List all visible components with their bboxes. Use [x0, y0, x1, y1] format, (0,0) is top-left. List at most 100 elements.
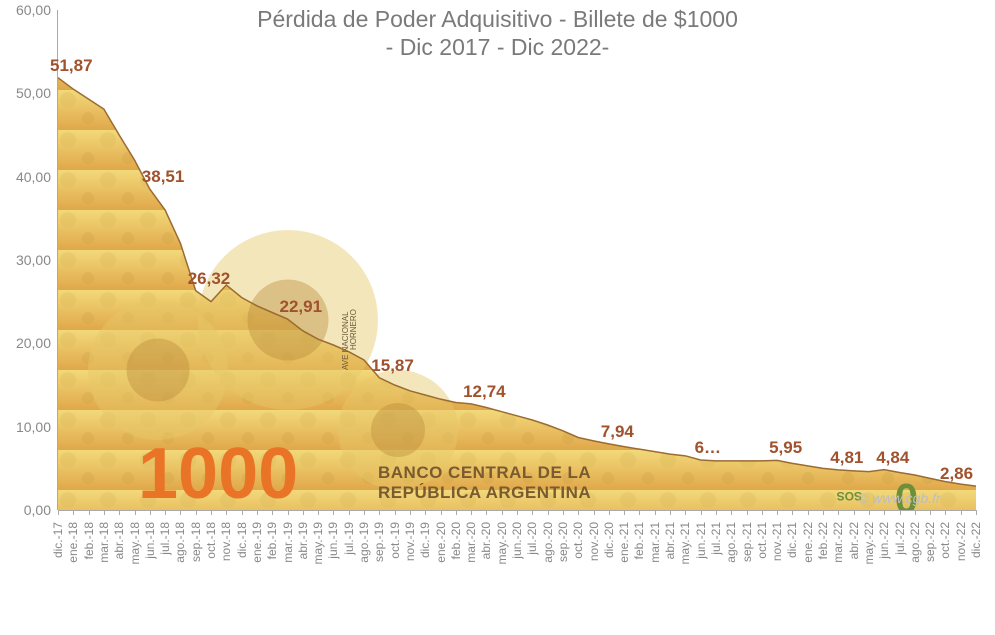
x-tick-label: dic.-22 [969, 522, 983, 558]
x-tick-mark [624, 510, 625, 515]
x-tick-mark [410, 510, 411, 515]
y-axis: 0,0010,0020,0030,0040,0050,0060,00 [0, 10, 55, 510]
x-tick-label: jul.-20 [525, 522, 539, 555]
y-tick-label: 50,00 [16, 85, 51, 101]
x-tick-mark [303, 510, 304, 515]
x-tick-label: dic.-21 [785, 522, 799, 558]
x-tick-mark [869, 510, 870, 515]
data-label: 2,86 [940, 464, 973, 484]
x-tick-label: feb.-22 [816, 522, 830, 559]
data-label: 51,87 [50, 56, 93, 76]
y-axis-line [57, 10, 58, 510]
data-label: 38,51 [142, 167, 185, 187]
data-label: 4,81 [830, 448, 863, 468]
x-tick-mark [884, 510, 885, 515]
x-axis: dic.-17ene.-18feb.-18mar.-18abr.-18may.-… [58, 514, 976, 634]
x-tick-mark [532, 510, 533, 515]
x-tick-mark [226, 510, 227, 515]
x-tick-mark [594, 510, 595, 515]
x-tick-label: ago.-22 [908, 522, 922, 563]
x-tick-mark [441, 510, 442, 515]
data-label: 5,95 [769, 438, 802, 458]
x-tick-mark [838, 510, 839, 515]
x-tick-mark [639, 510, 640, 515]
x-tick-mark [242, 510, 243, 515]
x-tick-label: sep.-18 [189, 522, 203, 562]
x-tick-mark [395, 510, 396, 515]
x-tick-mark [333, 510, 334, 515]
x-tick-mark [548, 510, 549, 515]
x-tick-mark [517, 510, 518, 515]
x-tick-label: jun.-19 [326, 522, 340, 559]
y-tick-label: 60,00 [16, 2, 51, 18]
data-label: 4,84 [876, 448, 909, 468]
x-tick-label: may.-19 [311, 522, 325, 564]
x-tick-label: jul.-21 [709, 522, 723, 555]
x-tick-label: oct.-18 [204, 522, 218, 559]
x-tick-mark [471, 510, 472, 515]
x-tick-mark [288, 510, 289, 515]
x-tick-mark [364, 510, 365, 515]
x-tick-label: jul.-18 [158, 522, 172, 555]
x-tick-mark [747, 510, 748, 515]
x-tick-label: mar.-21 [648, 522, 662, 563]
y-tick-label: 40,00 [16, 169, 51, 185]
x-tick-label: mar.-18 [97, 522, 111, 563]
banknote-vertical-text2: HORNERO [349, 309, 358, 350]
x-tick-mark [900, 510, 901, 515]
x-tick-mark [670, 510, 671, 515]
x-tick-mark [486, 510, 487, 515]
x-tick-label: abr.-20 [479, 522, 493, 559]
x-tick-label: may.-21 [678, 522, 692, 564]
x-tick-label: abr.-21 [663, 522, 677, 559]
x-tick-mark [823, 510, 824, 515]
y-tick-label: 30,00 [16, 252, 51, 268]
x-tick-label: may.-20 [495, 522, 509, 564]
data-label: 6… [695, 438, 721, 458]
plot-area: 1000BANCO CENTRAL DE LAREPÚBLICA ARGENTI… [58, 10, 976, 510]
data-label: 7,94 [601, 422, 634, 442]
x-tick-label: mar.-22 [831, 522, 845, 563]
x-tick-label: nov.-19 [403, 522, 417, 561]
x-tick-label: sep.-22 [923, 522, 937, 562]
x-tick-label: dic.-18 [235, 522, 249, 558]
x-tick-mark [792, 510, 793, 515]
x-tick-label: ago.-19 [357, 522, 371, 563]
x-tick-mark [425, 510, 426, 515]
x-tick-mark [716, 510, 717, 515]
x-tick-label: jul.-19 [342, 522, 356, 555]
x-tick-mark [196, 510, 197, 515]
x-tick-mark [456, 510, 457, 515]
x-tick-mark [930, 510, 931, 515]
x-tick-label: jul.-22 [893, 522, 907, 555]
x-tick-mark [701, 510, 702, 515]
area-chart-svg: 1000BANCO CENTRAL DE LAREPÚBLICA ARGENTI… [58, 10, 976, 510]
x-tick-label: mar.-19 [281, 522, 295, 563]
x-tick-label: oct.-21 [755, 522, 769, 559]
banknote-bank-line1: BANCO CENTRAL DE LA [378, 463, 591, 482]
x-tick-mark [945, 510, 946, 515]
x-tick-mark [762, 510, 763, 515]
data-label: 12,74 [463, 382, 506, 402]
x-tick-mark [211, 510, 212, 515]
x-tick-mark [318, 510, 319, 515]
chart-container: Pérdida de Poder Adquisitivo - Billete d… [0, 0, 995, 635]
x-tick-mark [961, 510, 962, 515]
x-tick-label: jun.-18 [143, 522, 157, 559]
x-tick-label: abr.-22 [847, 522, 861, 559]
x-tick-label: jun.-21 [694, 522, 708, 559]
x-tick-mark [915, 510, 916, 515]
x-tick-label: sep.-21 [740, 522, 754, 562]
x-tick-mark [119, 510, 120, 515]
watermark: © www.cgb.fr [858, 490, 941, 506]
x-tick-mark [349, 510, 350, 515]
x-tick-mark [854, 510, 855, 515]
banknote-bank-line2: REPÚBLICA ARGENTINA [378, 483, 591, 502]
x-tick-mark [563, 510, 564, 515]
x-tick-label: ene.-18 [66, 522, 80, 563]
x-tick-mark [257, 510, 258, 515]
x-tick-mark [150, 510, 151, 515]
x-tick-label: may.-22 [862, 522, 876, 564]
x-tick-label: abr.-18 [112, 522, 126, 559]
data-label: 22,91 [280, 297, 323, 317]
